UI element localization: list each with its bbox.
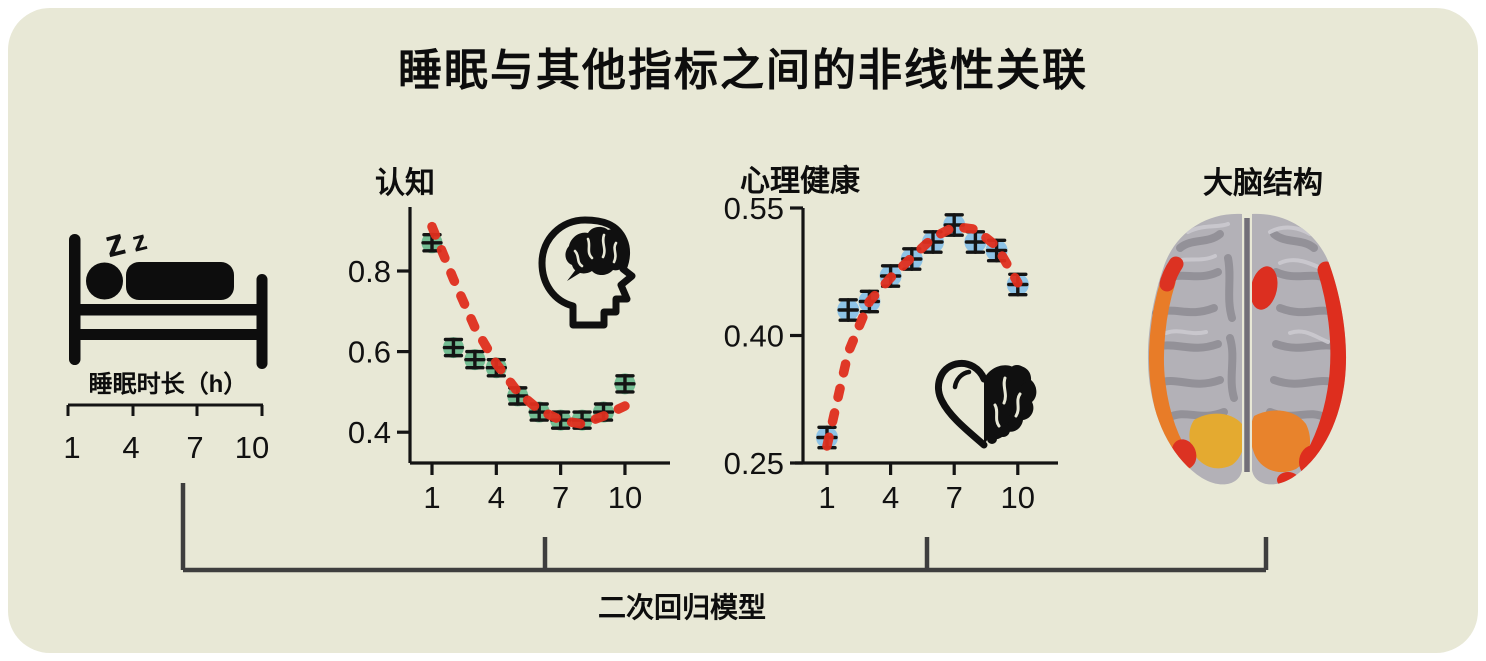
- brain-gyri-lines: [573, 233, 618, 268]
- sleep-duration-label: 睡眠时长（h）: [88, 371, 248, 398]
- sleep-axis-tick-label: 1: [63, 430, 80, 465]
- sleep-z-glyph: z: [101, 221, 130, 266]
- sleeper-head: [86, 262, 123, 300]
- brain-glyph: [565, 226, 629, 281]
- x-tick-label: 7: [946, 480, 963, 515]
- error-bar: [943, 213, 965, 237]
- sleeper-body: [126, 262, 234, 300]
- y-tick-label: 0.40: [724, 319, 784, 354]
- sleep-axis: 1 4 7 10: [63, 403, 269, 465]
- mental-chart-title: 心理健康: [740, 165, 860, 198]
- error-bar: [964, 230, 987, 254]
- y-tick-label: 0.25: [724, 446, 784, 481]
- fit-curve: [822, 221, 1023, 451]
- head-with-brain-icon: [538, 216, 636, 329]
- x-tick-label: 10: [608, 480, 642, 515]
- x-tick-label: 1: [423, 480, 440, 515]
- sleep-axis-tick-label: 4: [122, 430, 139, 465]
- brain-half-gyri: [993, 376, 1022, 428]
- y-tick-label: 0.4: [348, 415, 391, 450]
- y-tick-label: 0.8: [348, 254, 391, 289]
- x-tick-label: 10: [1001, 480, 1035, 515]
- brain-top-view-illustration: [1147, 213, 1347, 485]
- error-bar: [464, 349, 486, 370]
- brain-half: [984, 365, 1037, 445]
- bed-footboard: [256, 274, 268, 369]
- y-tick-label: 0.6: [348, 335, 391, 370]
- x-tick-label: 7: [552, 480, 569, 515]
- bed-headboard: [69, 234, 81, 365]
- x-tick-label: 4: [488, 480, 505, 515]
- sleep-axis-tick-label: 7: [186, 430, 203, 465]
- cognition-plot: 0.8 0.6 0.4 1 4 7 10: [348, 207, 670, 515]
- bed-rail-bottom: [69, 329, 268, 340]
- bed-rail-top: [69, 304, 268, 316]
- x-tick-label: 1: [818, 480, 835, 515]
- cognition-chart-title: 认知: [375, 167, 435, 200]
- figure-title: 睡眠与其他指标之间的非线性关联: [398, 46, 1088, 95]
- mental-plot: 0.55 0.40 0.25 1 4 7 10: [724, 191, 1058, 515]
- sleep-axis-tick-label: 10: [235, 430, 269, 465]
- heart-shine-mark: [952, 369, 972, 390]
- x-tick-label: 4: [882, 480, 899, 515]
- error-bar: [614, 374, 636, 394]
- brain-panel-title: 大脑结构: [1203, 167, 1323, 200]
- highlighted-brain-regions: [1148, 256, 1347, 485]
- fit-curve: [427, 221, 630, 429]
- half-heart-half-brain-icon: [935, 359, 1037, 449]
- bracket: [180, 483, 1269, 573]
- error-bar: [837, 298, 859, 322]
- error-bar: [442, 337, 465, 358]
- heart-outline: [935, 359, 988, 449]
- y-tick-label: 0.55: [724, 191, 784, 226]
- bed-sleep-icon: z z: [69, 221, 268, 369]
- sleep-z-glyph: z: [129, 224, 150, 257]
- quadratic-model-label: 二次回归模型: [597, 592, 766, 623]
